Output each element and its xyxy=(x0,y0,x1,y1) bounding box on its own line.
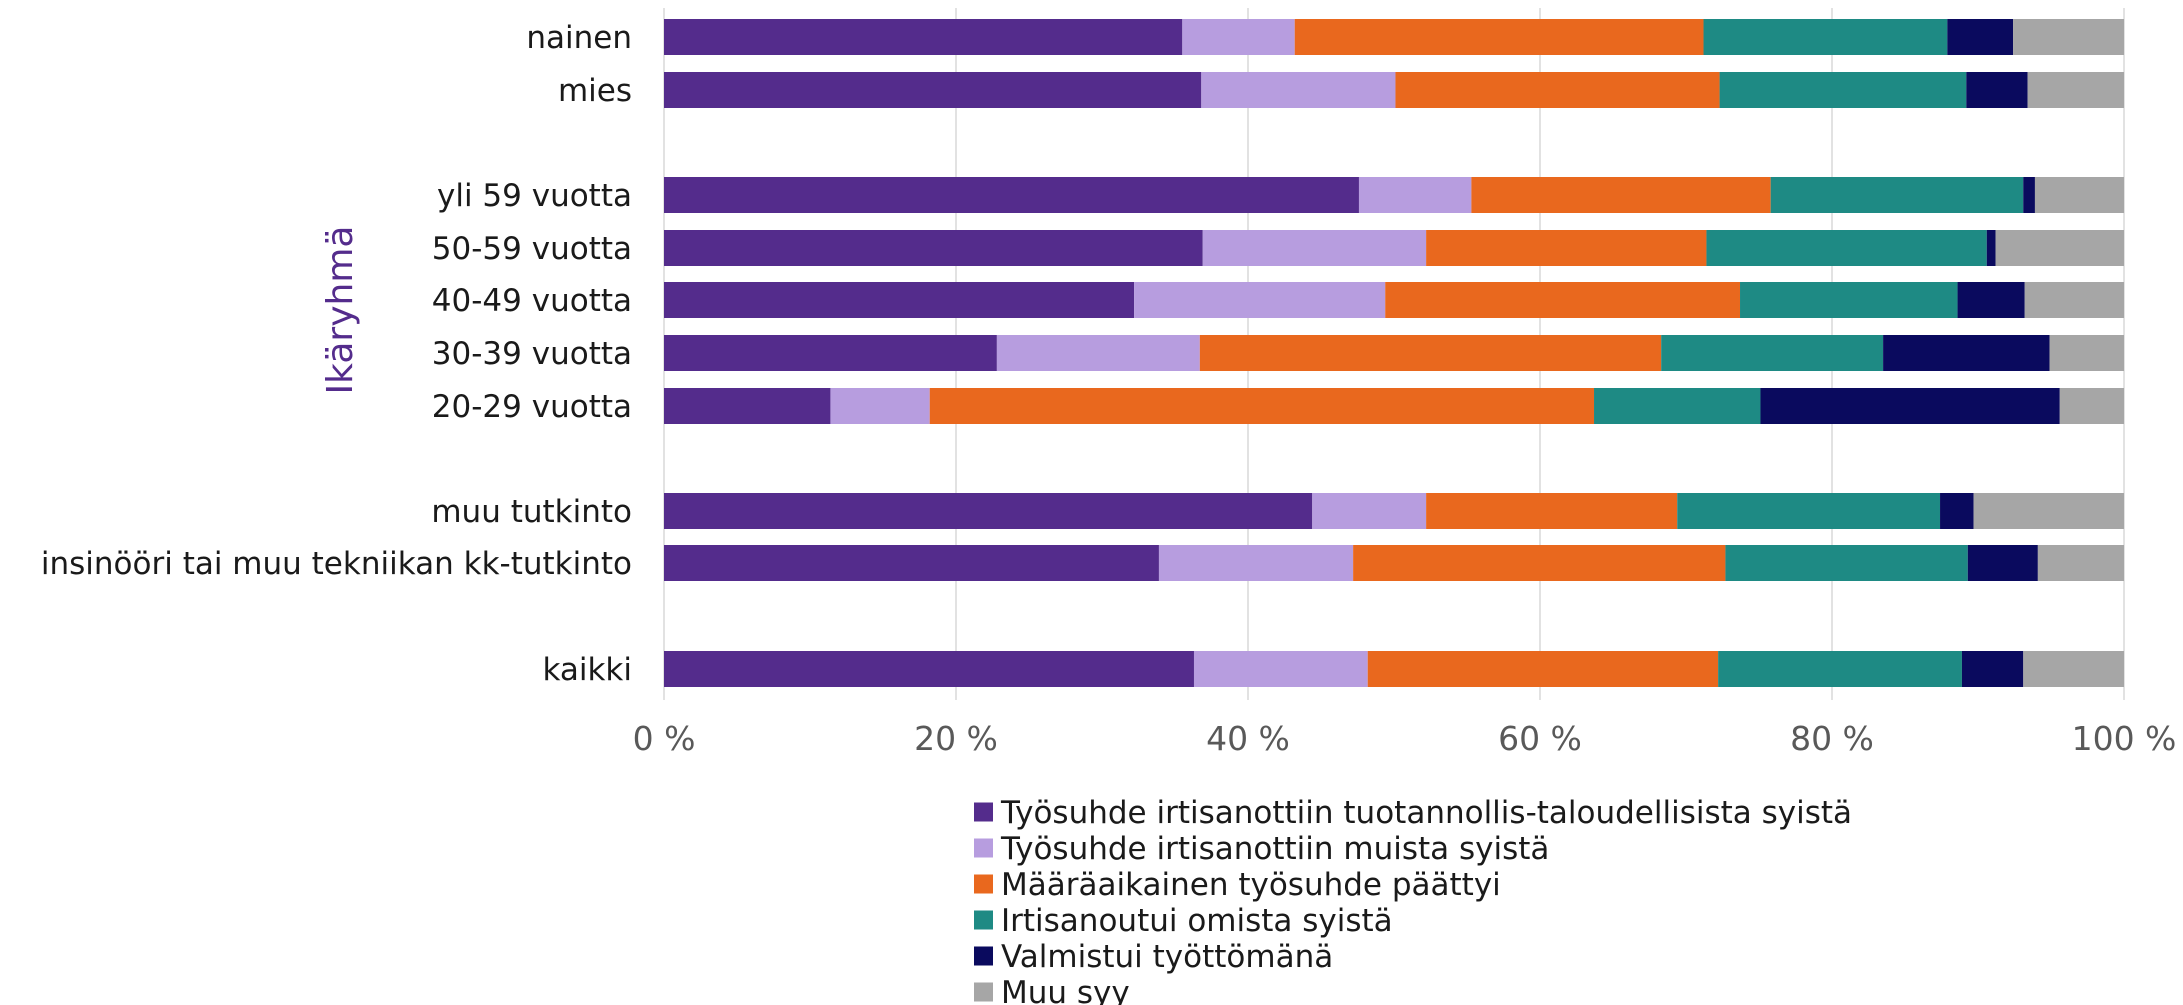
category-label: 40-49 vuotta xyxy=(432,283,632,319)
bar-segment xyxy=(664,545,1159,581)
x-tick-label: 20 % xyxy=(914,719,998,758)
bar-segment xyxy=(1760,388,2060,424)
bar-segment xyxy=(1957,282,2025,318)
category-label: kaikki xyxy=(542,652,632,688)
bar-segment xyxy=(1940,493,1974,529)
bar-segment xyxy=(1199,335,1662,371)
bar-segment xyxy=(1158,545,1354,581)
legend-label: Muu syy xyxy=(1001,975,1130,1005)
bar-segment xyxy=(1471,177,1771,213)
bar-segment xyxy=(2059,388,2124,424)
bar-segment xyxy=(2049,335,2124,371)
legend-label: Valmistui työttömänä xyxy=(1001,939,1333,975)
bar-segment xyxy=(1677,493,1941,529)
legend-swatch xyxy=(974,802,993,822)
bar-segment xyxy=(1353,545,1726,581)
bar-segment xyxy=(929,388,1595,424)
bar-segment xyxy=(2023,651,2124,687)
bar-segment xyxy=(664,335,997,371)
bar-segment xyxy=(1426,230,1707,266)
bar-segment xyxy=(664,651,1194,687)
legend-swatch xyxy=(974,982,993,1002)
bar-segment xyxy=(1719,72,1967,108)
bar-segment xyxy=(1966,72,2028,108)
legend-swatch xyxy=(974,874,993,894)
bar-segment xyxy=(1367,651,1719,687)
category-labels: nainen mies yli 59 vuotta 50-59 vuotta 40-49… xyxy=(41,20,632,688)
bar-segment xyxy=(664,19,1183,55)
bar-segment xyxy=(664,72,1202,108)
category-label: nainen xyxy=(526,20,632,56)
category-label: mies xyxy=(558,73,632,109)
category-label: 30-39 vuotta xyxy=(432,336,632,372)
x-axis-tick-labels: 0 % 20 % 40 % 60 % 80 % 100 % xyxy=(633,719,2177,758)
bar-segment xyxy=(664,282,1135,318)
bar-segment xyxy=(2024,282,2124,318)
category-label: 20-29 vuotta xyxy=(432,389,632,425)
x-tick-label: 60 % xyxy=(1498,719,1582,758)
bar-segment xyxy=(1770,177,2024,213)
legend-swatch xyxy=(974,838,993,858)
bar-segment xyxy=(664,230,1203,266)
bar-segment xyxy=(1294,19,1704,55)
bar-segment xyxy=(1426,493,1678,529)
bar-segment xyxy=(2013,19,2124,55)
x-tick-label: 100 % xyxy=(2072,719,2177,758)
legend: Työsuhde irtisanottiin tuotannollis-talo… xyxy=(974,795,1852,1005)
bar-segment xyxy=(1385,282,1741,318)
bars xyxy=(664,19,2124,687)
x-tick-label: 80 % xyxy=(1790,719,1874,758)
x-tick-label: 40 % xyxy=(1206,719,1290,758)
bar-segment xyxy=(664,177,1359,213)
bar-segment xyxy=(2027,72,2124,108)
bar-segment xyxy=(996,335,1200,371)
bar-segment xyxy=(2037,545,2124,581)
category-label: yli 59 vuotta xyxy=(437,178,632,214)
bar-segment xyxy=(1312,493,1427,529)
bar-segment xyxy=(1201,72,1396,108)
category-label: insinööri tai muu tekniikan kk-tutkinto xyxy=(41,546,632,582)
group-label-ikaryhma: Ikäryhmä xyxy=(320,226,361,395)
bar-segment xyxy=(1986,230,1996,266)
bar-segment xyxy=(1718,651,1962,687)
bar-segment xyxy=(830,388,930,424)
bar-segment xyxy=(1134,282,1386,318)
bar-segment xyxy=(1740,282,1958,318)
bar-segment xyxy=(1706,230,1987,266)
bar-segment xyxy=(1703,19,1948,55)
bar-segment xyxy=(1967,545,2038,581)
legend-swatch xyxy=(974,946,993,966)
legend-label: Työsuhde irtisanottiin muista syistä xyxy=(1000,831,1549,867)
category-label: muu tutkinto xyxy=(431,494,632,530)
bar-segment xyxy=(1883,335,2050,371)
legend-swatch xyxy=(974,910,993,930)
bar-segment xyxy=(1193,651,1368,687)
x-tick-label: 0 % xyxy=(633,719,696,758)
legend-label: Irtisanoutui omista syistä xyxy=(1001,903,1393,939)
bar-segment xyxy=(1661,335,1884,371)
legend-label: Työsuhde irtisanottiin tuotannollis-talo… xyxy=(1000,795,1852,831)
bar-segment xyxy=(2023,177,2035,213)
bar-segment xyxy=(1182,19,1295,55)
bar-segment xyxy=(1973,493,2124,529)
legend-label: Määräaikainen työsuhde päättyi xyxy=(1001,867,1501,903)
bar-segment xyxy=(1947,19,2014,55)
bar-segment xyxy=(1961,651,2024,687)
bar-segment xyxy=(2034,177,2124,213)
bar-segment xyxy=(1358,177,1472,213)
bar-segment xyxy=(1725,545,1968,581)
bar-segment xyxy=(1395,72,1720,108)
bar-segment xyxy=(1594,388,1761,424)
bar-segment xyxy=(664,493,1313,529)
bar-segment xyxy=(1995,230,2124,266)
category-label: 50-59 vuotta xyxy=(432,231,632,267)
bar-segment xyxy=(664,388,831,424)
bar-segment xyxy=(1202,230,1427,266)
